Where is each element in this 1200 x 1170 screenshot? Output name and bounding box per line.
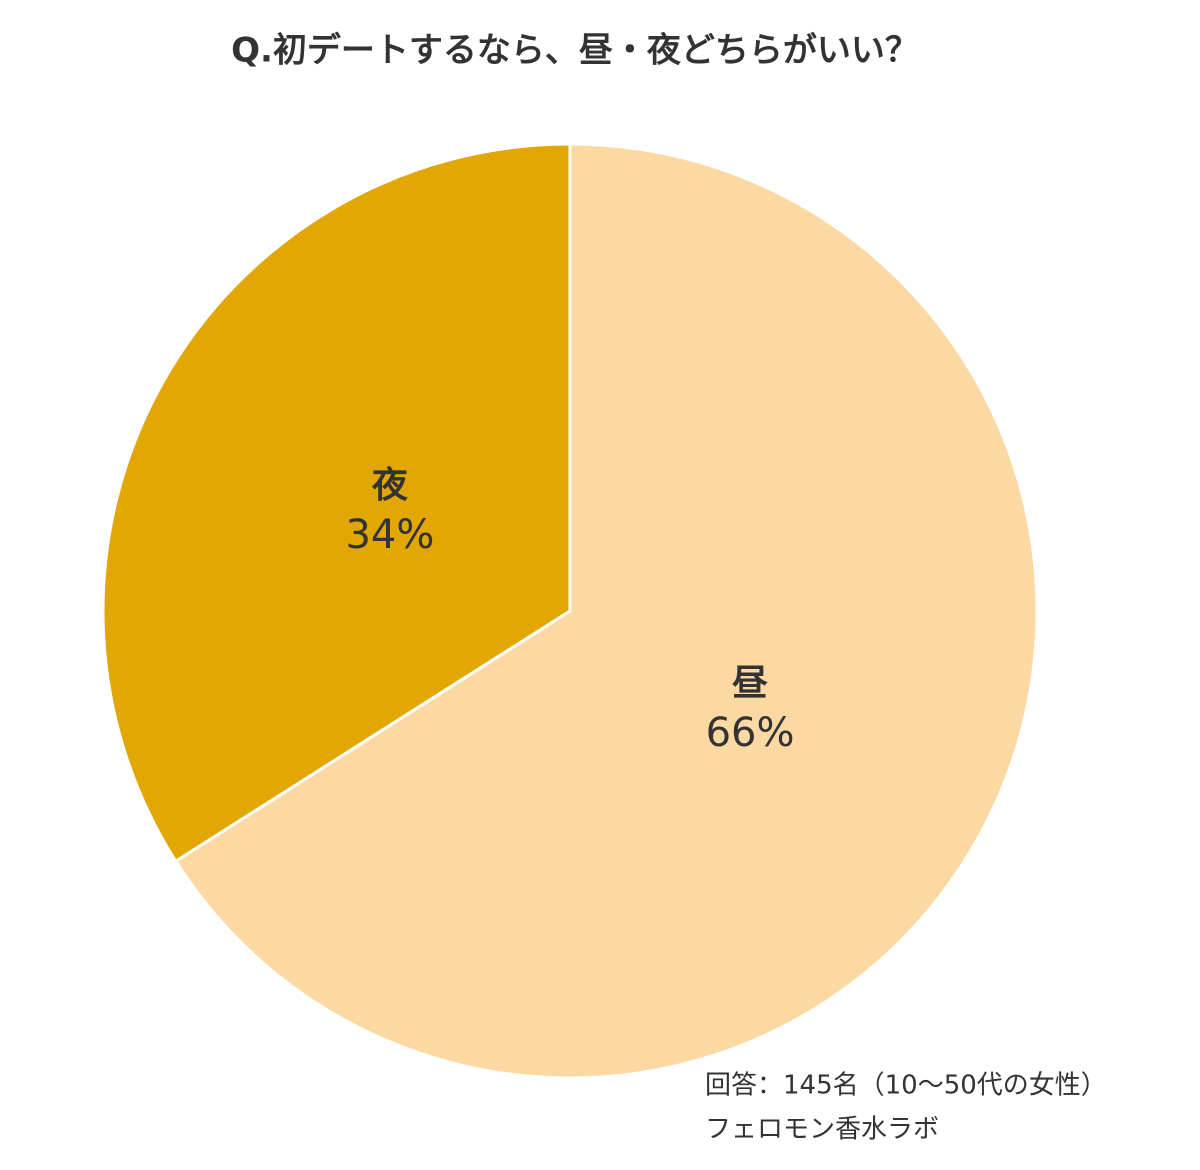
pie-slice (101, 142, 572, 864)
slice-value-label: 66% (706, 710, 795, 756)
note: フェロモン香水ラボ (705, 1115, 939, 1145)
pie-slice (173, 142, 1039, 1080)
slice-category: 夜 (371, 465, 409, 506)
slice-category: 昼 (732, 663, 768, 704)
chart-title: Q.初デートするなら、昼・夜どちらがいい？ (231, 31, 919, 71)
slice-value-label: 34% (345, 512, 434, 558)
note: 回答：145名（10～50代の女性） (705, 1071, 1107, 1101)
